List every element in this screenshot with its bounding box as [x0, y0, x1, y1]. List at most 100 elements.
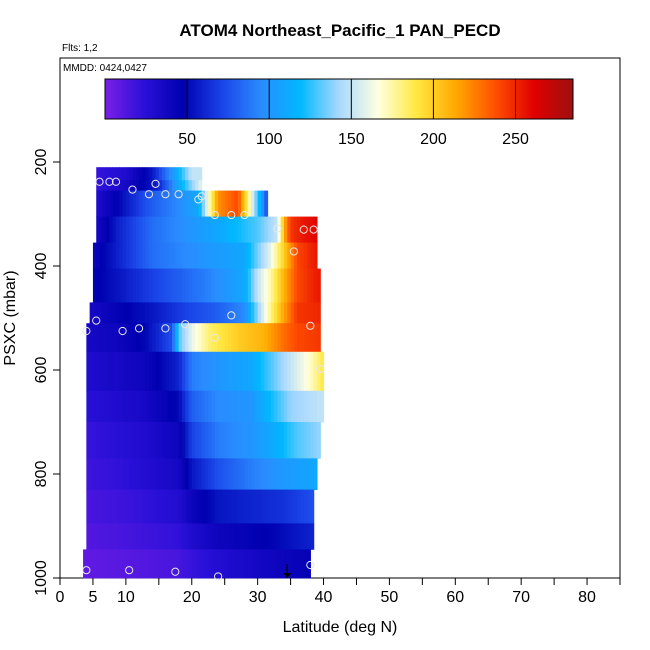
heatmap-cell	[99, 422, 104, 459]
heatmap-cell	[201, 549, 206, 579]
heatmap-cell	[221, 523, 226, 550]
heatmap-cell	[214, 422, 219, 459]
heatmap-cell	[83, 549, 87, 579]
heatmap-cell	[316, 422, 321, 459]
heatmap-cell	[208, 489, 213, 524]
heatmap-cell	[241, 323, 246, 353]
heatmap-cell	[175, 190, 180, 217]
heatmap-cell	[234, 523, 239, 550]
heatmap-cell	[244, 302, 249, 324]
heatmap-cell	[148, 242, 153, 269]
heatmap-cell	[178, 180, 183, 191]
heatmap-cell	[129, 167, 134, 181]
heatmap-cell	[165, 323, 170, 353]
heatmap-cell	[267, 390, 272, 423]
heatmap-cell	[132, 323, 137, 353]
heatmap-cell	[142, 351, 147, 392]
heatmap-cell	[247, 216, 252, 243]
heatmap-cell	[145, 268, 150, 303]
heatmap-cell	[106, 422, 111, 459]
heatmap-cell	[162, 242, 167, 269]
y-tick-label: 1000	[33, 560, 50, 596]
heatmap-cell	[165, 180, 170, 191]
heatmap-cell	[293, 390, 298, 423]
heatmap-cell	[247, 422, 252, 459]
sample-point	[210, 333, 219, 342]
heatmap-cell	[162, 216, 167, 243]
heatmap-cell	[145, 523, 150, 550]
heatmap-cell	[191, 489, 196, 524]
heatmap-cell	[129, 302, 134, 324]
heatmap-cell	[270, 242, 275, 269]
heatmap-cell	[237, 323, 242, 353]
heatmap-cell	[274, 549, 279, 579]
heatmap-cell	[129, 458, 134, 490]
heatmap-cell	[241, 549, 246, 579]
heatmap-cell	[280, 458, 285, 490]
heatmap-cell	[116, 180, 120, 191]
heatmap-cell	[270, 458, 275, 490]
heatmap-cell	[175, 268, 180, 303]
heatmap-cell	[284, 523, 288, 550]
heatmap-cell	[158, 167, 163, 181]
heatmap-cell	[277, 268, 282, 303]
heatmap-cell	[119, 167, 124, 181]
heatmap-cell	[172, 390, 176, 423]
heatmap-cell	[201, 390, 206, 423]
heatmap-cell	[257, 549, 262, 579]
dates-note: MMDD: 0424,0427	[63, 63, 147, 74]
heatmap-cell	[99, 167, 104, 181]
heatmap-cell	[297, 523, 302, 550]
heatmap-cell	[145, 242, 150, 269]
heatmap-cell	[208, 216, 213, 243]
heatmap-cell	[102, 390, 107, 423]
heatmap-cell	[307, 390, 311, 423]
heatmap-cell	[135, 422, 140, 459]
heatmap-cell	[188, 351, 193, 392]
heatmap-cell	[231, 323, 236, 353]
heatmap-cell	[251, 190, 255, 217]
heatmap-cell	[112, 216, 117, 243]
heatmap-cell	[251, 302, 255, 324]
heatmap-cell	[168, 180, 173, 191]
heatmap-cell	[122, 523, 127, 550]
heatmap-cell	[129, 523, 134, 550]
heatmap-cell	[244, 549, 249, 579]
heatmap-cell	[198, 351, 203, 392]
heatmap-cell	[224, 422, 229, 459]
heatmap-cell	[142, 242, 147, 269]
heatmap-cell	[244, 190, 249, 217]
heatmap-cell	[175, 458, 180, 490]
heatmap-cell	[198, 190, 203, 217]
heatmap-cell	[198, 549, 203, 579]
heatmap-cell	[234, 323, 239, 353]
heatmap-cell	[145, 302, 150, 324]
heatmap-cell	[122, 422, 127, 459]
heatmap-cell	[116, 351, 120, 392]
heatmap-cell	[214, 523, 219, 550]
heatmap-cell	[99, 523, 104, 550]
sample-point	[299, 225, 308, 234]
heatmap-cell	[234, 302, 239, 324]
heatmap-cell	[280, 302, 285, 324]
heatmap-cell	[244, 216, 249, 243]
heatmap-cell	[251, 216, 255, 243]
heatmap-cell	[86, 489, 91, 524]
heatmap-cell	[99, 180, 104, 191]
heatmap-cell	[109, 190, 114, 217]
heatmap-cell	[234, 216, 239, 243]
heatmap-cell	[86, 458, 91, 490]
heatmap-cell	[244, 458, 249, 490]
heatmap-cell	[155, 190, 160, 217]
heatmap-cell	[267, 523, 272, 550]
heatmap-cell	[284, 458, 288, 490]
heatmap-cell	[148, 190, 153, 217]
heatmap-cell	[195, 523, 199, 550]
heatmap-cell	[109, 216, 114, 243]
heatmap-cell	[300, 549, 305, 579]
heatmap-cell	[224, 549, 229, 579]
sample-point	[92, 316, 101, 325]
heatmap-cell	[251, 549, 255, 579]
heatmap-cell	[135, 190, 140, 217]
heatmap-cell	[244, 323, 249, 353]
